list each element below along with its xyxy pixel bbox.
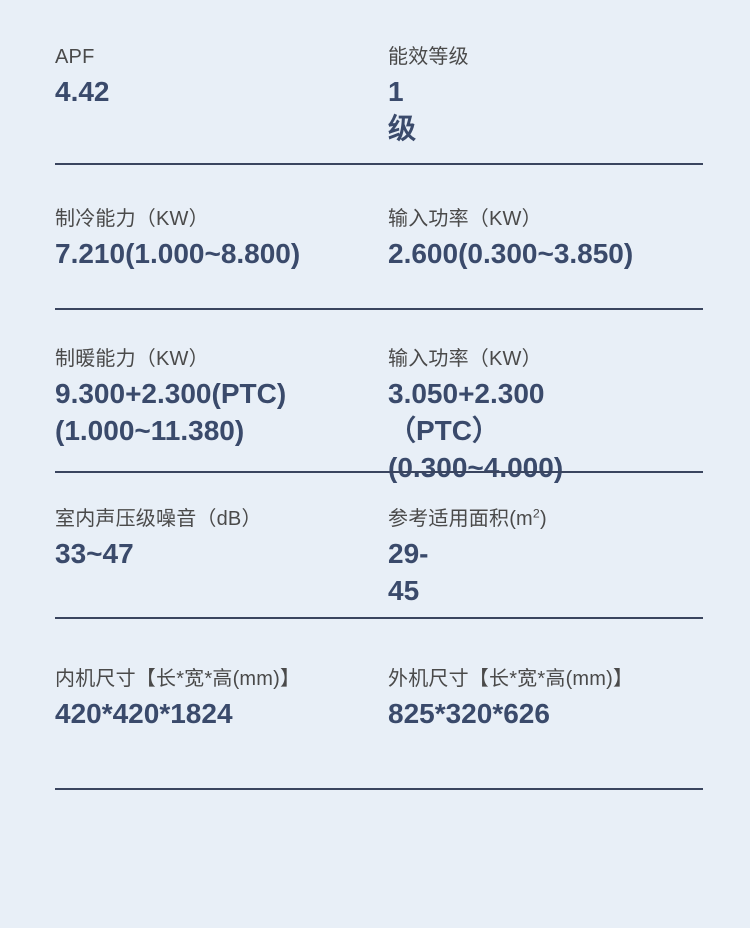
row-divider <box>55 163 703 165</box>
row-divider <box>55 471 703 473</box>
spec-label-area-prefix: 参考适用面积(m <box>388 508 533 530</box>
spec-cell-cooling-input-power: 输入功率（KW） 2.600(0.300~3.850) <box>388 208 634 269</box>
spec-value: 33~47 <box>55 538 134 569</box>
spec-row-dimensions: 内机尺寸【长*宽*高(mm)】 420*420*1824 外机尺寸【长*宽*高(… <box>0 666 634 733</box>
spec-cell-cooling-capacity: 制冷能力（KW） 7.210(1.000~8.800) <box>0 206 333 273</box>
spec-cell-outdoor-unit-dimensions: 外机尺寸【长*宽*高(mm)】 825*320*626 <box>388 668 634 729</box>
spec-cell-apf: APF 4.42 <box>0 44 333 148</box>
row-divider <box>55 788 703 790</box>
spec-row-cooling-capacity: 制冷能力（KW） 7.210(1.000~8.800) 输入功率（KW） 2.6… <box>0 206 634 273</box>
spec-row-noise-and-area: 室内声压级噪音（dB） 33~47 参考适用面积(m2) 29-45 <box>0 506 547 610</box>
spec-label: 室内声压级噪音（dB） <box>55 508 262 530</box>
row-divider <box>55 308 703 310</box>
spec-label: 内机尺寸【长*宽*高(mm)】 <box>55 668 301 690</box>
row-divider <box>55 617 703 619</box>
spec-label-area-exponent: 2 <box>532 506 541 521</box>
spec-row-apf: APF 4.42 能效等级 1级 <box>0 44 469 148</box>
spec-cell-heating-input-power: 输入功率（KW） 3.050+2.300（PTC） (0.300~4.000) <box>388 348 564 483</box>
spec-row-heating-capacity: 制暖能力（KW） 9.300+2.300(PTC) (1.000~11.380)… <box>0 346 564 487</box>
spec-label: APF <box>55 46 95 68</box>
spec-value: 4.42 <box>55 76 110 107</box>
spec-cell-indoor-noise: 室内声压级噪音（dB） 33~47 <box>0 506 333 610</box>
spec-value: 9.300+2.300(PTC) (1.000~11.380) <box>55 378 287 446</box>
spec-label-area-suffix: ) <box>540 508 547 530</box>
spec-label: 制冷能力（KW） <box>55 208 209 230</box>
spec-value: 7.210(1.000~8.800) <box>55 238 301 269</box>
spec-label: 制暖能力（KW） <box>55 348 209 370</box>
spec-cell-heating-capacity: 制暖能力（KW） 9.300+2.300(PTC) (1.000~11.380) <box>0 346 333 487</box>
spec-cell-indoor-unit-dimensions: 内机尺寸【长*宽*高(mm)】 420*420*1824 <box>0 666 333 733</box>
spec-value: 420*420*1824 <box>55 698 233 729</box>
spec-cell-applicable-area: 参考适用面积(m2) 29-45 <box>388 506 547 606</box>
spec-cell-energy-grade: 能效等级 1级 <box>388 46 469 144</box>
